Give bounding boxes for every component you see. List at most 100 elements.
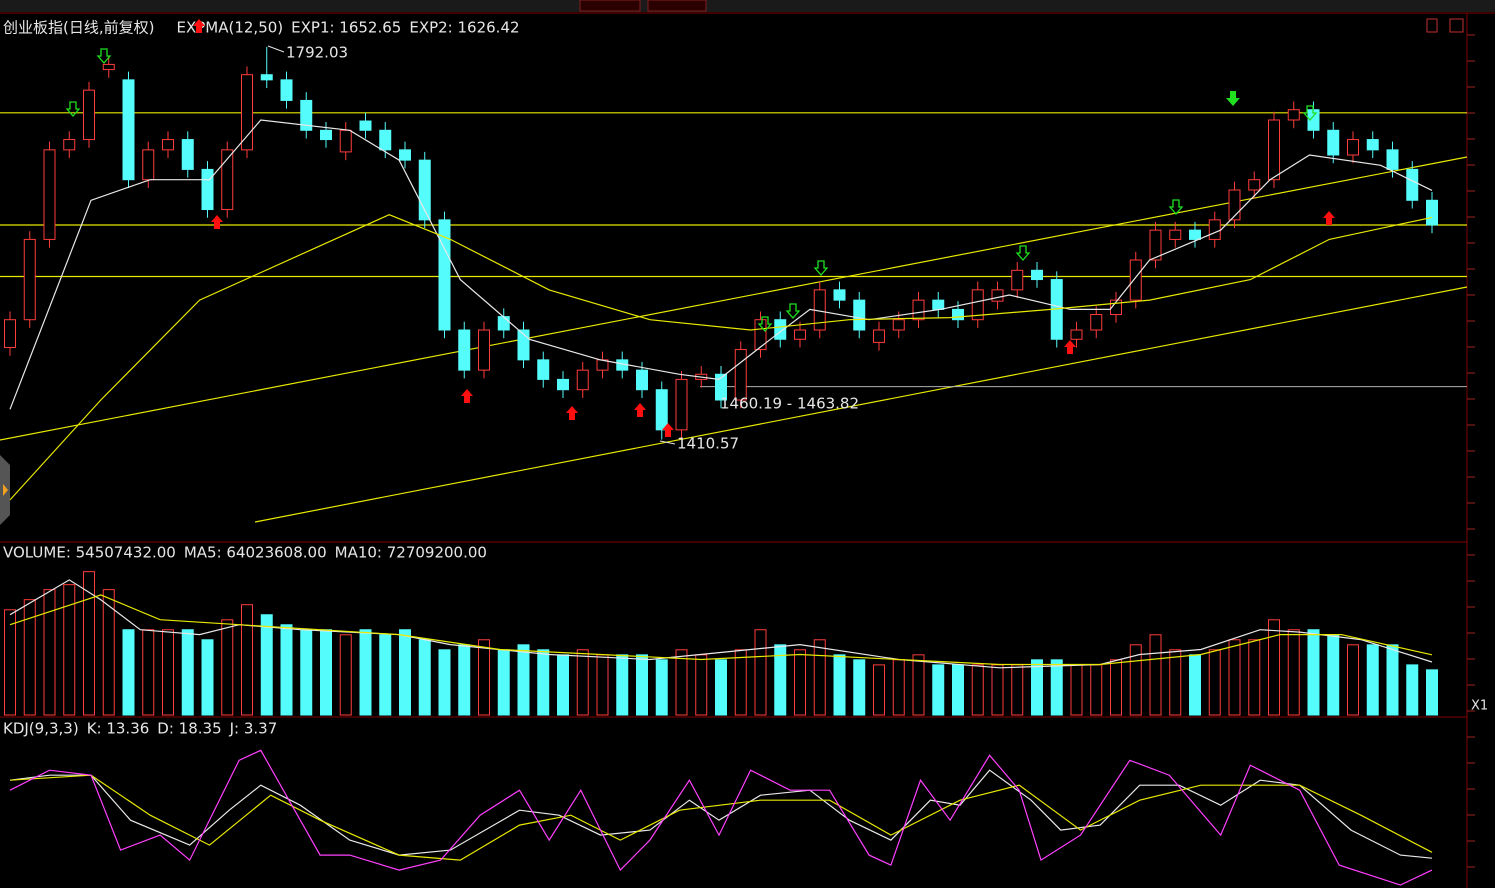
sell-signals [65, 48, 1318, 332]
candle-body [833, 289, 846, 301]
candle-body [1406, 168, 1419, 201]
buy-signals [193, 19, 1335, 437]
toolbar [0, 0, 1495, 12]
legend-entry: MA10: 72709200.00 [335, 544, 487, 562]
trend-line [0, 156, 1468, 441]
candle-body [1189, 229, 1201, 240]
volume-bar [418, 639, 431, 716]
tab[interactable] [579, 0, 641, 12]
volume-bar [438, 649, 451, 716]
volume-bar [912, 654, 925, 716]
volume-bar [1011, 664, 1024, 716]
legend-entry: KDJ(9,3,3) [3, 720, 79, 738]
candle-body [1070, 329, 1083, 340]
volume-bar [636, 654, 648, 716]
candle-body [438, 219, 451, 331]
volume-bar [853, 659, 866, 716]
down-arrow [96, 48, 112, 64]
volume-bar [1327, 634, 1340, 716]
candle-body [1011, 269, 1024, 291]
legend-arrow [193, 19, 205, 33]
volume-bar [300, 629, 313, 716]
up-arrow [211, 215, 223, 229]
volume-bar [1208, 649, 1221, 716]
candle-body [418, 159, 431, 221]
candle-body [201, 168, 214, 211]
volume-bar [201, 639, 214, 716]
candle-body [892, 319, 905, 331]
volume-bar [537, 649, 550, 716]
legend-entry: EXP1: 1652.65 [291, 19, 401, 37]
annotation: 1460.19 - 1463.82 [720, 395, 859, 413]
candle-body [458, 329, 471, 371]
up-arrow [662, 423, 674, 437]
chart-title: 创业板指(日线,前复权) [3, 19, 154, 37]
volume-bar [122, 629, 135, 716]
candle-body [774, 319, 787, 340]
down-arrow [1168, 199, 1184, 215]
panel-button[interactable] [1426, 18, 1438, 33]
volume-bar [1070, 664, 1083, 716]
candle-body [162, 139, 174, 151]
volume-bar [1090, 664, 1103, 716]
indicator-line [9, 594, 1433, 666]
volume-bar [1248, 639, 1261, 716]
volume-bar [517, 644, 530, 716]
candle-body [122, 79, 135, 181]
volume-bar [715, 659, 727, 716]
volume-bar [1149, 634, 1162, 716]
volume-bar [162, 629, 174, 716]
candle-body [181, 139, 194, 170]
panel-button[interactable] [1449, 18, 1464, 33]
indicator-line [9, 119, 1433, 410]
candle-body [1031, 269, 1043, 281]
candle-body [280, 79, 293, 101]
candle-body [1169, 229, 1182, 240]
candle-body [320, 129, 332, 141]
candle-body [1090, 314, 1103, 331]
volume-bar [813, 639, 826, 716]
kdj-panel: KDJ(9,3,3) K: 13.36 D: 18.35 J: 3.37 [3, 720, 1433, 886]
volume-bar [576, 649, 589, 716]
indicator-line [9, 769, 1433, 859]
candle-body [853, 299, 866, 331]
candle-body [1149, 229, 1162, 261]
volume-bar [1366, 644, 1379, 716]
volume-bar [320, 629, 332, 716]
volume-bar [43, 589, 56, 716]
candle-body [43, 149, 56, 240]
tab[interactable] [647, 0, 707, 12]
up-arrow [1064, 340, 1076, 354]
price-panel: 创业板指(日线,前复权) EXPMA(12,50) EXP1: 1652.65 EXP… [0, 19, 1467, 501]
candle-body [497, 316, 510, 331]
candle-body [754, 319, 767, 351]
candle-body [102, 63, 115, 71]
candle-body [873, 329, 885, 343]
volume-bar [4, 609, 16, 716]
volume-bar [1268, 619, 1280, 716]
volume-bar [774, 644, 787, 716]
volume-bar [794, 649, 806, 716]
indicator-line [9, 774, 1433, 861]
candle-body [655, 389, 668, 431]
volume-bar [339, 634, 352, 716]
volume-bar [1386, 644, 1399, 716]
candle-body [794, 329, 806, 340]
volume-bar [1406, 664, 1419, 716]
candle-body [478, 329, 490, 371]
candle-body [1208, 219, 1221, 240]
candle-body [1426, 199, 1438, 226]
corner-label[interactable]: X1 [1471, 699, 1488, 714]
candle-body [557, 378, 569, 391]
volume-bar [221, 619, 234, 716]
candle-body [1110, 299, 1122, 316]
volume-bar [892, 659, 905, 716]
up-arrow [461, 389, 473, 403]
down-arrow [65, 101, 81, 117]
volume-bar [1189, 654, 1201, 716]
volume-panel: VOLUME: 54507432.00 MA5: 64023608.00 MA10:… [3, 544, 1438, 716]
candle-body [1327, 129, 1340, 156]
volume-bar [754, 629, 767, 716]
legend-entry: K: 13.36 [87, 720, 150, 738]
